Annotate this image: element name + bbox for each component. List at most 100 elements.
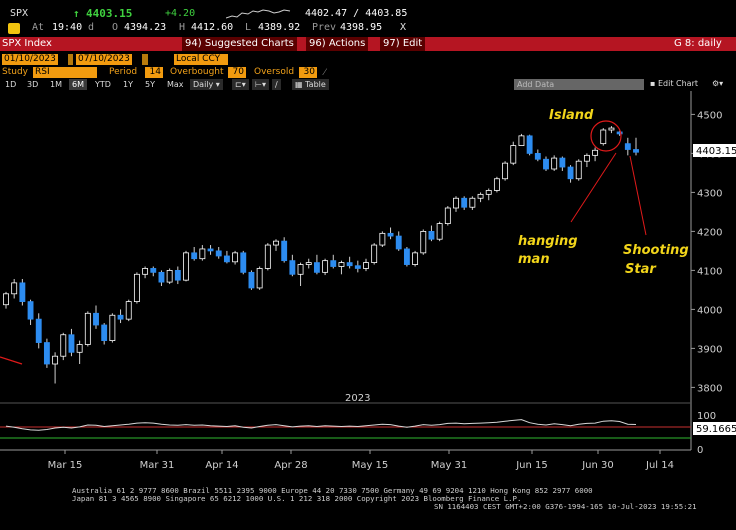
period-1y[interactable]: 1Y — [123, 80, 133, 89]
candle-body-up — [232, 252, 239, 263]
period-label: Period — [109, 67, 138, 77]
study-field[interactable]: RSI — [33, 67, 97, 78]
shooting-star-arrow — [629, 155, 647, 236]
at-label: At — [32, 22, 45, 33]
candle-body-down — [27, 301, 34, 320]
chart-settings-icon[interactable]: ⚙▾ — [712, 79, 724, 88]
calendar-icon[interactable] — [142, 54, 148, 65]
candle — [264, 243, 271, 271]
candle-body-up — [485, 190, 492, 195]
ticker[interactable]: SPX — [10, 8, 29, 19]
period-field[interactable]: 14 — [145, 67, 163, 78]
study-row: Study RSI Period 14 Overbought 70 Overso… — [0, 67, 736, 80]
table-button[interactable]: ▦ Table — [292, 79, 329, 90]
candle — [575, 159, 582, 181]
candle — [166, 268, 173, 285]
candle — [428, 225, 435, 242]
candle-body-up — [510, 145, 517, 164]
candle — [150, 266, 157, 277]
candle-body-up — [264, 244, 271, 269]
last-price: 4403.15 — [86, 7, 133, 20]
candle — [608, 126, 615, 134]
prev-value: 4398.95 — [340, 22, 383, 33]
candle-body-down — [19, 282, 26, 303]
last-price-marker: 4403.15 — [693, 144, 736, 157]
candle-body-down — [387, 232, 394, 237]
candle — [395, 231, 402, 251]
time-tick-label: Mar 15 — [48, 460, 83, 471]
menu-label: Suggested Charts — [204, 38, 294, 49]
date-from-field[interactable]: 01/10/2023 — [2, 54, 58, 65]
high-label: H — [179, 22, 186, 33]
chart-edit-icon: ▪ — [650, 79, 656, 88]
candle — [420, 229, 427, 255]
candle-body-up — [273, 240, 279, 246]
time-suffix: d — [88, 22, 95, 33]
menu-actions[interactable]: 96) Actions — [306, 37, 369, 51]
footer-line-1: Australia 61 2 9777 8600 Brazil 5511 239… — [72, 486, 593, 495]
candle-body-down — [150, 268, 157, 273]
date-to-field[interactable]: 07/10/2023 — [76, 54, 132, 65]
candle-body-down — [240, 252, 247, 273]
candle-body-down — [93, 312, 99, 326]
candle-body-down — [207, 248, 214, 252]
frequency-dropdown[interactable]: Daily ▾ — [190, 79, 223, 90]
candle — [354, 260, 361, 273]
open-value: 4394.23 — [124, 22, 167, 33]
study-options-icon[interactable]: ⁄ — [324, 68, 326, 78]
sparkline — [226, 9, 291, 19]
chart-type-dropdown[interactable]: ⊏▾ — [232, 79, 249, 90]
candle-body-up — [338, 262, 345, 267]
add-data-field[interactable]: Add Data — [514, 79, 644, 90]
candle — [346, 256, 353, 269]
candle — [518, 133, 525, 146]
candle — [387, 227, 394, 240]
period-6m[interactable]: 6M — [69, 79, 87, 90]
edit-chart-button[interactable]: ▪ Edit Chart — [650, 79, 698, 88]
candle — [502, 161, 509, 181]
candle — [76, 340, 83, 364]
period-1m[interactable]: 1M — [50, 80, 62, 89]
candle-body-up — [600, 129, 607, 145]
red-function-bar: SPX Index 94) Suggested Charts 96) Actio… — [0, 37, 736, 51]
candle — [436, 221, 443, 242]
overbought-label: Overbought — [170, 67, 224, 77]
period-1d[interactable]: 1D — [5, 80, 17, 89]
period-3d[interactable]: 3D — [27, 80, 39, 89]
candle — [93, 305, 99, 329]
menu-suggested-charts[interactable]: 94) Suggested Charts — [182, 37, 297, 51]
candle-body-down — [191, 252, 198, 260]
time-tick-label: May 15 — [352, 460, 389, 471]
candle-body-up — [125, 301, 132, 320]
candle — [551, 155, 558, 171]
study-tick-0: 0 — [697, 445, 703, 456]
currency-field[interactable]: Local CCY — [174, 54, 228, 65]
period-ytd[interactable]: YTD — [95, 80, 111, 89]
candle-body-up — [166, 269, 173, 283]
candle-body-up — [371, 244, 378, 264]
security-name[interactable]: SPX Index — [2, 38, 52, 49]
candle-body-up — [52, 355, 59, 365]
candle-body-up — [420, 230, 427, 254]
line-tool-button[interactable]: ⊢▾ — [252, 79, 269, 90]
hanging-man-arrow — [570, 152, 617, 223]
overbought-field[interactable]: 70 — [228, 67, 246, 78]
high-value: 4412.60 — [191, 22, 234, 33]
candle-body-down — [158, 271, 165, 283]
candle — [363, 258, 369, 272]
menu-edit[interactable]: 97) Edit — [380, 37, 426, 51]
candle — [338, 260, 345, 275]
candle-body-up — [60, 334, 67, 357]
close-x-button[interactable]: X — [400, 22, 407, 33]
period-max[interactable]: Max — [167, 80, 184, 89]
price-chart[interactable]: 38003900400041004200430044004500 100 0 5… — [0, 91, 736, 487]
candle-body-up — [84, 312, 91, 345]
oversold-field[interactable]: 30 — [299, 67, 317, 78]
candle — [403, 247, 410, 267]
period-5y[interactable]: 5Y — [145, 80, 155, 89]
price-tick-label: 3800 — [697, 383, 722, 394]
edit-chart-label: Edit Chart — [657, 79, 698, 88]
draw-tool-button[interactable]: ∕ — [272, 79, 281, 90]
low-value: 4389.92 — [258, 22, 301, 33]
candle — [191, 247, 198, 261]
